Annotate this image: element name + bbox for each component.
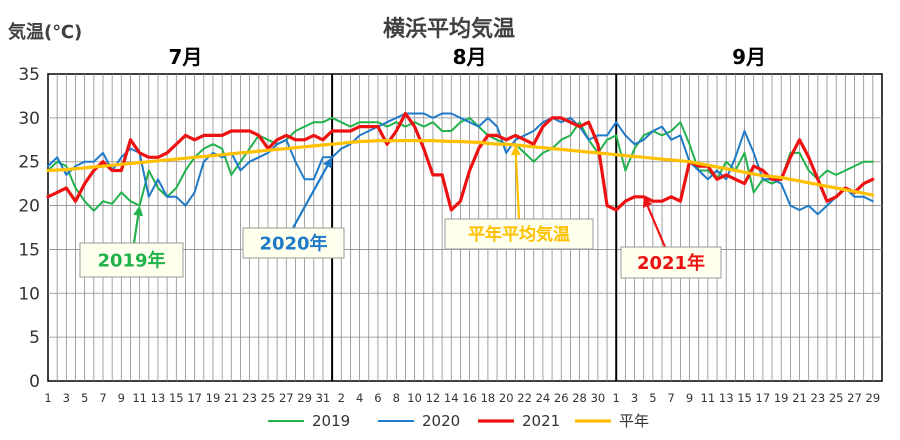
annotation-arrow-line [514,154,521,220]
x-tick-label: 28 [572,391,587,405]
x-tick-label: 11 [132,391,147,405]
y-tick-label: 25 [18,153,40,173]
series-lines [46,111,875,216]
annotation-box [444,218,594,250]
legend-label-2019: 2019 [312,412,350,430]
annotation-arrow-head [322,157,333,169]
y-tick-label: 0 [29,372,40,392]
legend-label-2020: 2020 [422,412,460,430]
grid [48,74,882,381]
legend-label-平年: 平年 [619,412,649,430]
x-tick-label: 19 [774,391,789,405]
month-label: 8月 [453,45,487,69]
month-label: 9月 [732,45,766,69]
annotation-arrow-line [646,205,667,248]
x-tick-label: 11 [701,391,716,405]
x-tick-label: 3 [631,391,638,405]
legend: 2019 2020 2021 平年 [268,412,649,430]
x-tick-label: 7 [668,391,675,405]
annotation-arrow-line [132,215,140,244]
x-tick-label: 18 [481,391,496,405]
x-tick-label: 5 [649,391,656,405]
annotation-label: 2021年 [637,252,705,274]
y-tick-label: 30 [18,109,40,129]
y-tick-label: 20 [18,197,40,217]
x-tick-label: 23 [811,391,826,405]
annotation-arrow-head [133,205,144,217]
annotation-arrow-line [292,165,329,229]
annotation-box [620,246,722,279]
x-tick-label: 26 [554,391,569,405]
y-tick-label: 35 [18,65,40,85]
x-tick-label: 21 [224,391,239,405]
x-tick-label: 30 [591,391,606,405]
x-tick-label: 16 [462,391,477,405]
legend-label-2021: 2021 [522,412,560,430]
x-tick-label: 31 [316,391,331,405]
x-tick-label: 29 [866,391,881,405]
annotation-arrow-head [643,196,653,208]
annotation-box [79,242,184,278]
x-tick-label: 25 [829,391,844,405]
month-label: 7月 [169,45,203,69]
chart-title: 横浜平均気温 [383,16,515,42]
x-tick-label: 23 [242,391,257,405]
y-ticks: 0 5 10 15 20 25 30 35 [18,65,40,392]
annotation-label: 2020年 [259,232,327,254]
x-tick-label: 14 [444,391,459,405]
x-tick-label: 13 [719,391,734,405]
series-line-2021 [46,111,875,212]
x-tick-label: 2 [338,391,345,405]
y-tick-label: 10 [18,284,40,304]
y-tick-label: 15 [18,240,40,260]
x-tick-label: 1 [44,391,51,405]
x-tick-label: 9 [686,391,693,405]
x-tick-label: 24 [536,391,551,405]
x-tick-label: 29 [297,391,312,405]
x-tick-label: 13 [151,391,166,405]
x-tick-label: 17 [187,391,202,405]
annotation-arrow-head [510,145,521,156]
x-tick-label: 9 [118,391,125,405]
x-tick-label: 17 [756,391,771,405]
x-tick-label: 6 [374,391,381,405]
x-tick-label: 15 [737,391,752,405]
x-tick-label: 21 [792,391,807,405]
annotation-label: 2019年 [97,249,165,271]
annotations: 2019年 2020年 平年平均気温 2021年 [79,145,722,279]
x-tick-label: 5 [81,391,88,405]
series-line-平年 [46,139,875,197]
x-tick-label: 15 [169,391,184,405]
x-tick-label: 27 [847,391,862,405]
x-tick-label: 4 [356,391,363,405]
x-tick-label: 22 [517,391,532,405]
x-tick-label: 25 [261,391,276,405]
x-tick-label: 3 [63,391,70,405]
x-tick-label: 1 [613,391,620,405]
x-tick-label: 20 [499,391,514,405]
annotation-box [242,227,345,259]
annotation-label: 平年平均気温 [468,224,570,245]
x-tick-label: 12 [426,391,441,405]
x-tick-label: 10 [407,391,422,405]
y-axis-label: 気温(℃) [8,21,82,43]
series-line-2020 [47,112,874,216]
y-tick-label: 5 [29,328,40,348]
x-tick-label: 7 [99,391,106,405]
x-tick-label: 27 [279,391,294,405]
x-tick-label: 19 [206,391,221,405]
x-tick-label: 8 [393,391,400,405]
x-ticks: 1 3 5 7 9 11 13 15 17 19 21 23 25 27 29 31 2 4 6 8 10 12 14 16 1… [44,391,880,405]
month-labels: 7月 8月 9月 [169,45,767,69]
